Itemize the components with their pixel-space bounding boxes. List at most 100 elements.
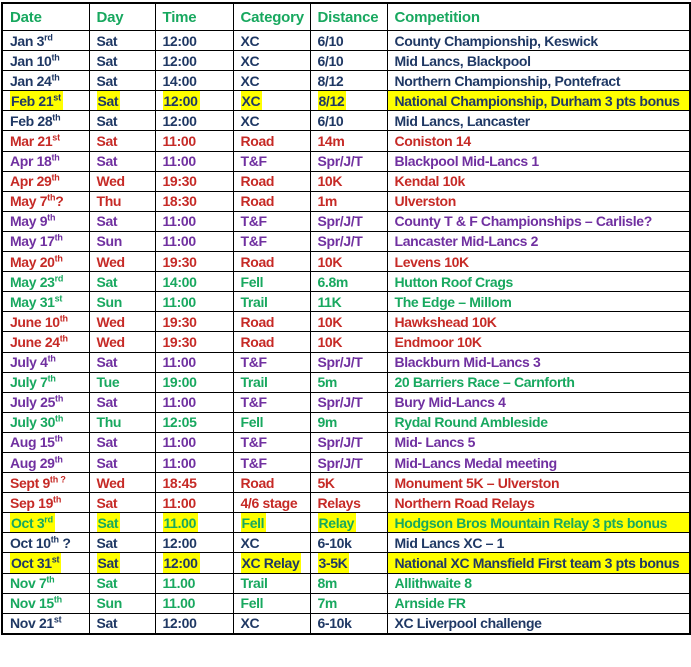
cell-competition: Mid-Lancs Medal meeting [386,451,691,474]
date-text: June 10th [10,313,68,330]
cell-distance: Spr/J/T [309,230,388,253]
cell-distance: 5K [309,472,388,494]
cell-time: 11:00 [154,210,234,232]
date-text: Apr 29th [10,172,60,190]
cell-category: XC [232,29,311,52]
competition-text: Ulverston [394,193,457,210]
distance-text: 7m [317,595,338,612]
cell-distance: 10K [309,170,388,192]
cell-date: June 10th [1,311,90,333]
cell-distance: 5m [309,371,388,393]
cell-day: Sat [88,492,156,514]
cell-competition: Allithwaite 8 [386,572,691,594]
category-text: T&F [240,153,268,170]
day-text: Thu [96,414,122,431]
competition-text: Mid Lancs, Blackpool [394,52,531,69]
date-ordinal: th ? [49,473,66,484]
competition-text: Mid Lancs, Lancaster [394,112,531,129]
category-text: Fell [241,514,265,531]
competition-text: Mid- Lancs 5 [394,434,476,451]
cell-distance: 1m [309,190,388,212]
distance-text: 10K [317,173,343,190]
date-ordinal: th [52,112,61,123]
cell-category: Trail [232,291,311,313]
cell-date: July 4th [1,351,90,373]
day-text: Wed [96,173,126,190]
date-text: Sept 9th ? [10,473,66,491]
cell-category: T&F [232,150,311,172]
date-ordinal: rd [44,514,53,525]
category-text: XC [240,615,260,632]
day-text: Sat [96,534,118,551]
cell-date: May 23rd [1,271,90,293]
cell-competition: Mid- Lancs 5 [386,431,691,453]
cell-day: Sat [88,29,156,52]
day-text: Sat [96,354,118,371]
time-text: 11:00 [162,494,197,511]
cell-competition: Endmoor 10K [386,331,691,353]
table-row: Nov 21st Sat 12:00 XC 6-10k XC Liverpool chal… [1,612,691,635]
cell-day: Sat [88,512,156,534]
cell-category: XC [232,110,311,132]
time-text: 19:30 [162,173,197,190]
time-text: 11:00 [162,233,197,250]
category-text: T&F [240,454,268,471]
date-text: Aug 29th [10,453,63,471]
cell-category: T&F [232,391,311,413]
date-highlight: Feb 21st [10,91,63,110]
cell-time: 19:30 [154,331,234,353]
cell-category: T&F [232,230,311,253]
day-text: Sat [96,615,118,632]
category-text: Fell [240,595,264,612]
date-text: Feb 21st [11,92,61,109]
day-text: Sun [96,293,123,310]
cell-category: Road [232,472,311,494]
cell-competition: Mid Lancs XC – 1 [386,532,691,554]
time-text: 11:00 [162,434,197,451]
distance-text: 6/10 [317,32,344,49]
time-text: 11.00 [163,514,197,531]
date-text: Oct 3rd [11,514,53,531]
date-text: Apr 18th [10,152,60,170]
distance-text: 6/10 [317,52,344,69]
table-row: Apr 18th Sat 11:00 T&F Spr/J/T Blackpool Mid-… [1,150,691,172]
cell-date: Nov 7th [1,572,90,594]
date-text: July 7th [10,373,56,391]
date-text: Jan 24th [10,72,60,89]
date-ordinal: th [46,574,55,585]
time-text: 14:00 [162,273,197,290]
distance-text: Spr/J/T [317,153,363,170]
category-text: XC [240,534,260,551]
cell-category: Fell [232,411,311,433]
cell-category: XC [232,532,311,554]
date-text: May 23rd [10,273,64,290]
category-text: Road [240,193,275,210]
cell-distance: Spr/J/T [309,431,388,453]
cell-competition: Bury Mid-Lancs 4 [386,391,691,413]
category-text: 4/6 stage [240,494,298,511]
time-text: 14:00 [162,72,197,89]
cell-day: Sat [88,431,156,453]
cell-date: Feb 28th [1,110,90,132]
cell-date: Oct 3rd [1,512,90,534]
cell-competition: Northern Championship, Pontefract [386,70,691,92]
cell-day: Sun [88,592,156,614]
time-text: 12:00 [162,615,197,632]
cell-time: 11:00 [154,391,234,413]
category-text: XC [240,72,260,89]
cell-competition: The Edge – Millom [386,291,691,313]
cell-day: Wed [88,251,156,273]
competition-text: Hodgson Bros Mountain Relay 3 pts bonus [394,514,668,531]
distance-text: 6-10k [317,615,352,632]
distance-text: 8m [317,575,338,592]
cell-distance: 11K [309,291,388,313]
table-row: Aug 29th Sat 11:00 T&F Spr/J/T Mid-Lancs Meda… [1,451,691,474]
cell-time: 11.00 [154,572,234,594]
date-ordinal: th [47,212,56,223]
table-row: Feb 21st Sat 12:00 XC 8/12 National Champions… [1,90,691,112]
column-header-distance: Distance [309,2,388,31]
cell-category: Road [232,311,311,333]
cell-time: 12:00 [154,552,234,574]
cell-time: 11.00 [154,592,234,614]
cell-competition: Monument 5K – Ulverston [386,472,691,494]
